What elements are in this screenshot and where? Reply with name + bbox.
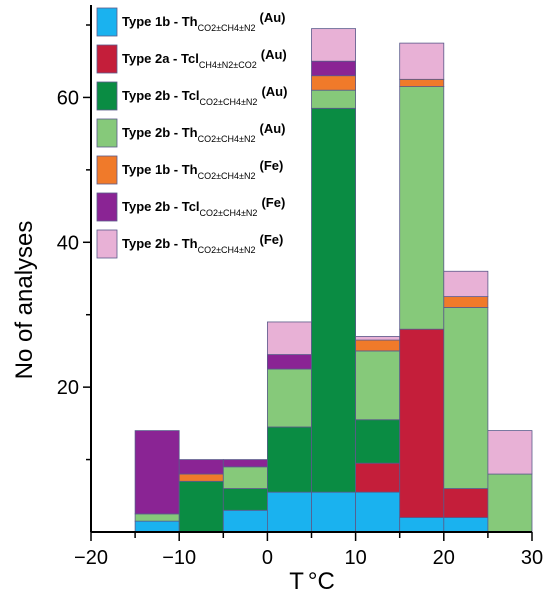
legend-swatch-3 <box>96 118 118 148</box>
bar-bin4-series0 <box>311 491 356 533</box>
bar-bin5-series1 <box>355 462 401 493</box>
legend-label-2: Type 2b - TclCO2±CH4±N2(Au) <box>122 84 287 107</box>
legend-label-4: Type 1b - ThCO2±CH4±N2 (Fe) <box>122 158 283 181</box>
legend-item-5: Type 2b - TclCO2±CH4±N2(Fe) <box>96 192 285 222</box>
legend-label-sub-4: CO2±CH4±N2 <box>198 171 256 181</box>
y-tick-label-0: 20 <box>57 377 79 399</box>
bar-bin1-series5 <box>178 459 224 475</box>
x-tick-label-5: 30 <box>521 547 543 569</box>
legend-item-1: Type 2a - TclCH4±N2±CO2 (Au) <box>96 44 287 74</box>
bar-bin2-series0 <box>222 509 268 533</box>
legend-swatch-6 <box>96 229 118 259</box>
bar-bin5-series4 <box>355 339 401 352</box>
bar-bin6-series6 <box>399 42 445 80</box>
legend-swatch-5 <box>96 192 118 222</box>
bar-bin6-series3 <box>399 86 445 330</box>
x-tick-label-2: 0 <box>262 547 273 569</box>
legend-label-sub-5: CO2±CH4±N2 <box>200 208 258 218</box>
legend-item-0: Type 1b - ThCO2±CH4±N2 (Au) <box>96 7 286 37</box>
legend-label-sub-1: CH4±N2±CO2 <box>199 60 257 70</box>
legend-label-sub-6: CO2±CH4±N2 <box>198 245 256 255</box>
bar-bin5-series0 <box>355 491 401 533</box>
legend-label-1: Type 2a - TclCH4±N2±CO2 (Au) <box>122 47 287 70</box>
bar-bin4-series2 <box>311 107 356 493</box>
x-tick-label-1: −10 <box>162 547 196 569</box>
legend: Type 1b - ThCO2±CH4±N2(Au)Type 2a - TclC… <box>96 7 287 259</box>
x-tick-label-0: −20 <box>74 547 108 569</box>
bar-bin1-series2 <box>178 480 224 533</box>
bar-bin3-series0 <box>266 491 312 533</box>
legend-swatch-2 <box>96 81 118 111</box>
y-ticks: 20 40 60 <box>57 24 91 461</box>
bar-bin7-series3 <box>443 307 489 489</box>
bar-bin5-series6 <box>355 336 401 341</box>
bar-bin5-series3 <box>355 350 401 421</box>
legend-label-main-1: Type 2a - Tcl <box>122 51 199 66</box>
bar-bin6-series0 <box>399 517 445 533</box>
x-tick-label-4: 20 <box>433 547 455 569</box>
bar-bin5-series2 <box>355 419 401 464</box>
legend-label-tag-5: (Fe) <box>261 195 285 210</box>
legend-label-main-4: Type 1b - Th <box>122 162 198 177</box>
legend-label-tag-2: (Au) <box>261 84 287 99</box>
legend-label-main-2: Type 2b - Tcl <box>122 88 200 103</box>
bar-bin4-series6 <box>311 28 356 62</box>
y-tick-label-2: 60 <box>57 87 79 109</box>
bar-bin3-series3 <box>266 368 312 428</box>
legend-label-tag-6: (Fe) <box>260 232 284 247</box>
bar-bin8-series3 <box>487 473 533 533</box>
bar-bin6-series4 <box>399 78 445 87</box>
legend-swatch-1 <box>96 44 118 74</box>
legend-label-3: Type 2b - ThCO2±CH4±N2 (Au) <box>122 121 286 144</box>
legend-label-5: Type 2b - TclCO2±CH4±N2(Fe) <box>122 195 285 218</box>
y-axis-label: No of analyses <box>11 221 38 380</box>
bar-bin0-series3 <box>134 513 180 522</box>
legend-label-main-6: Type 2b - Th <box>122 236 198 251</box>
legend-label-main-0: Type 1b - Th <box>122 14 198 29</box>
legend-label-0: Type 1b - ThCO2±CH4±N2 (Au) <box>122 10 286 33</box>
legend-item-3: Type 2b - ThCO2±CH4±N2 (Au) <box>96 118 286 148</box>
legend-item-2: Type 2b - TclCO2±CH4±N2(Au) <box>96 81 287 111</box>
bar-bin7-series4 <box>443 296 489 308</box>
legend-label-sub-0: CO2±CH4±N2 <box>198 23 256 33</box>
bar-bin4-series4 <box>311 75 356 91</box>
legend-label-sub-2: CO2±CH4±N2 <box>200 97 258 107</box>
bar-bin7-series6 <box>443 270 489 298</box>
x-axis-label: T °C <box>289 568 335 595</box>
bar-bin7-series1 <box>443 488 489 518</box>
bar-bin2-series5 <box>222 459 268 468</box>
legend-swatch-4 <box>96 155 118 185</box>
legend-label-tag-4: (Fe) <box>260 158 284 173</box>
legend-label-main-3: Type 2b - Th <box>122 125 198 140</box>
bar-bin3-series2 <box>266 426 312 493</box>
bar-bin2-series3 <box>222 466 268 489</box>
x-axis-label-unit: °C <box>308 568 335 595</box>
bar-bin4-series5 <box>311 60 356 77</box>
legend-label-sub-3: CO2±CH4±N2 <box>198 134 256 144</box>
bars-layer <box>134 28 533 533</box>
x-ticks: −20 −10 0 10 20 30 <box>74 532 543 569</box>
bar-bin1-series4 <box>178 473 224 482</box>
bar-bin6-series1 <box>399 328 445 518</box>
legend-item-4: Type 1b - ThCO2±CH4±N2 (Fe) <box>96 155 283 185</box>
bar-bin3-series5 <box>266 354 312 370</box>
legend-label-6: Type 2b - ThCO2±CH4±N2 (Fe) <box>122 232 283 255</box>
bar-bin0-series0 <box>134 520 180 533</box>
bar-bin0-series5 <box>134 430 180 515</box>
legend-label-tag-1: (Au) <box>261 47 287 62</box>
bar-bin4-series3 <box>311 89 356 109</box>
legend-label-tag-3: (Au) <box>260 121 286 136</box>
bar-bin7-series0 <box>443 517 489 533</box>
bar-bin8-series6 <box>487 430 533 475</box>
bar-bin2-series2 <box>222 488 268 511</box>
legend-swatch-0 <box>96 7 118 37</box>
y-tick-label-1: 40 <box>57 232 79 254</box>
legend-item-6: Type 2b - ThCO2±CH4±N2 (Fe) <box>96 229 283 259</box>
x-axis-label-main: T <box>289 568 304 595</box>
x-tick-label-3: 10 <box>344 547 366 569</box>
bar-bin3-series6 <box>266 321 312 355</box>
legend-label-tag-0: (Au) <box>260 10 286 25</box>
legend-label-main-5: Type 2b - Tcl <box>122 199 200 214</box>
